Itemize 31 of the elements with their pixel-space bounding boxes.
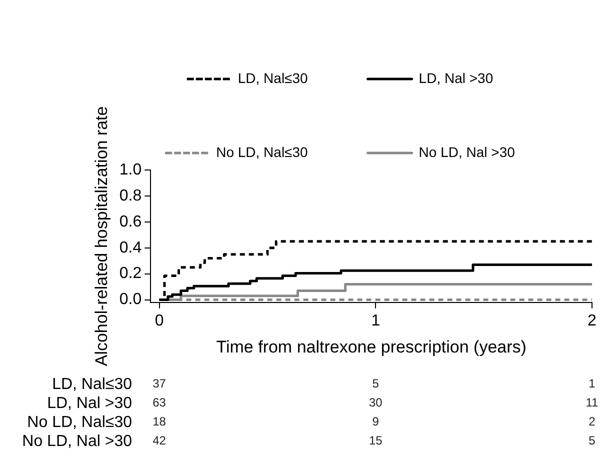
text: 30 — [368, 396, 383, 410]
legend-label: LD, Nal >30 — [418, 70, 494, 86]
x-tick-label: 1 — [371, 312, 380, 330]
legend-label: LD, Nal≤30 — [238, 70, 308, 86]
text: LD, Nal >30 — [47, 394, 132, 412]
x-tick-label: 0 — [154, 312, 164, 330]
y-axis-title: Alcohol-related hospitalization rate — [92, 106, 111, 366]
text: 15 — [368, 434, 383, 448]
text: 63 — [152, 396, 166, 410]
y-tick-label: 0.8 — [119, 187, 142, 204]
text: 5 — [372, 376, 380, 391]
y-tick-label: 1.0 — [119, 161, 142, 178]
text: 18 — [152, 414, 166, 429]
text: 42 — [152, 434, 166, 448]
y-tick-label: 0.6 — [119, 213, 142, 230]
text: No LD, Nal >30 — [22, 432, 132, 450]
x-tick-label: 2 — [588, 312, 597, 330]
text: LD, Nal≤30 — [52, 376, 132, 393]
x-axis-title: Time from naltrexone prescription (years) — [216, 337, 526, 356]
legend-label: No LD, Nal≤30 — [216, 144, 308, 160]
y-tick-label: 0.4 — [119, 239, 142, 256]
text: No LD, Nal≤30 — [27, 414, 132, 431]
text: 1 — [588, 376, 596, 391]
legend-label: No LD, Nal >30 — [418, 144, 516, 160]
text: 2 — [588, 414, 596, 429]
y-tick-label: 0.0 — [119, 291, 142, 308]
text: 11 — [586, 396, 599, 410]
text: 37 — [152, 376, 166, 391]
text: 9 — [372, 414, 380, 429]
y-tick-label: 0.2 — [119, 265, 142, 282]
text: 5 — [588, 434, 596, 448]
